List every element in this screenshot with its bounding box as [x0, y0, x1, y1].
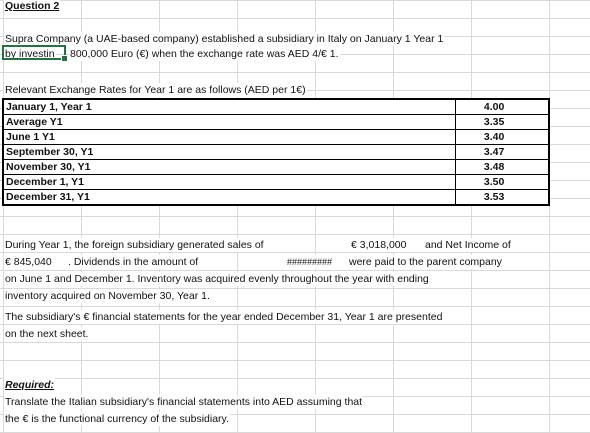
rate-date: December 1, Y1 [3, 175, 456, 190]
rate-value: 3.48 [456, 160, 549, 175]
dividends-amount-overflow[interactable]: ######### [286, 255, 333, 269]
narrative-line-1a: During Year 1, the foreign subsidiary ge… [4, 238, 265, 252]
rate-value: 3.53 [456, 190, 549, 206]
net-income-amount: € 845,040 [4, 255, 53, 269]
rate-date: Average Y1 [3, 115, 456, 130]
exchange-rates-table: January 1, Year 1 4.00 Average Y1 3.35 Jun… [2, 98, 550, 206]
sales-amount: € 3,018,000 [350, 238, 407, 252]
narrative-line-2b: . Dividends in the amount of [67, 255, 199, 269]
required-line-1: Translate the Italian subsidiary's finan… [4, 395, 363, 409]
question-heading: Question 2 [4, 0, 60, 13]
intro-line-2b: 800,000 Euro (€) when the exchange rate … [69, 47, 340, 61]
table-row[interactable]: December 31, Y1 3.53 [3, 190, 549, 206]
rate-date: November 30, Y1 [3, 160, 456, 175]
narrative-line-2d: were paid to the parent company [348, 255, 503, 269]
table-row[interactable]: Average Y1 3.35 [3, 115, 549, 130]
rate-date: September 30, Y1 [3, 145, 456, 160]
required-title: Required: [4, 378, 55, 392]
rate-value: 3.40 [456, 130, 549, 145]
narrative-line-5: The subsidiary's € financial statements … [4, 310, 443, 324]
rate-value: 4.00 [456, 99, 549, 115]
table-row[interactable]: December 1, Y1 3.50 [3, 175, 549, 190]
selected-cell[interactable] [2, 45, 66, 60]
rate-value: 3.47 [456, 145, 549, 160]
narrative-line-4: inventory acquired on November 30, Year … [4, 289, 211, 303]
table-row[interactable]: June 1 Y1 3.40 [3, 130, 549, 145]
rate-date: June 1 Y1 [3, 130, 456, 145]
rate-date: December 31, Y1 [3, 190, 456, 206]
rate-value: 3.50 [456, 175, 549, 190]
table-row[interactable]: January 1, Year 1 4.00 [3, 99, 549, 115]
rate-date: January 1, Year 1 [3, 99, 456, 115]
table-row[interactable]: November 30, Y1 3.48 [3, 160, 549, 175]
table-row[interactable]: September 30, Y1 3.47 [3, 145, 549, 160]
rate-value: 3.35 [456, 115, 549, 130]
intro-line-1: Supra Company (a UAE-based company) esta… [4, 32, 444, 46]
narrative-line-3: on June 1 and December 1. Inventory was … [4, 272, 430, 286]
narrative-line-1c: and Net Income of [424, 238, 512, 252]
required-line-2: the € is the functional currency of the … [4, 412, 230, 426]
rates-caption: Relevant Exchange Rates for Year 1 are a… [4, 83, 307, 97]
narrative-line-6: on the next sheet. [4, 327, 89, 341]
